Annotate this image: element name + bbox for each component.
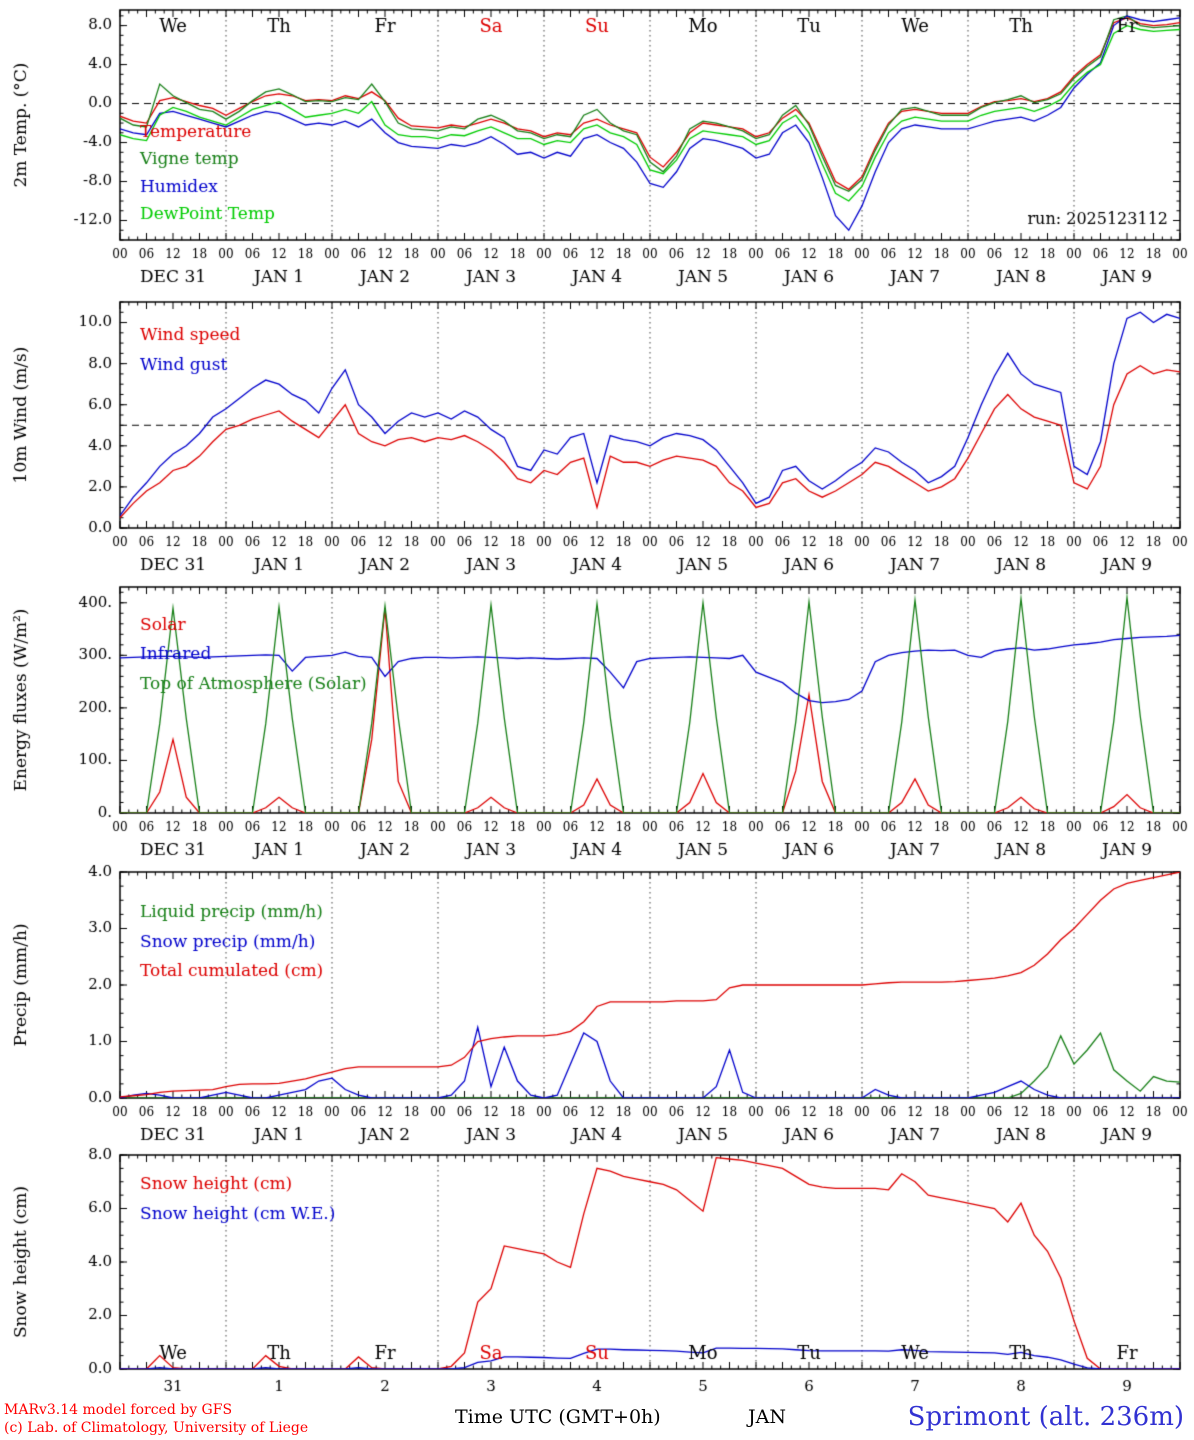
- model-credit: MARv3.14 model forced by GFS (c) Lab. of…: [4, 1401, 308, 1437]
- panel-temperature: [0, 0, 1194, 290]
- wind-chart-canvas: [0, 290, 1194, 575]
- temperature-chart-canvas: [0, 0, 1194, 290]
- energy-fluxes-chart-canvas: [0, 575, 1194, 860]
- panel-energy-fluxes: [0, 575, 1194, 860]
- figure-footer: MARv3.14 model forced by GFS (c) Lab. of…: [0, 1400, 1194, 1440]
- x-axis-month-label: JAN: [748, 1406, 786, 1428]
- precip-chart-canvas: [0, 860, 1194, 1145]
- panel-snow-height: [0, 1145, 1194, 1400]
- panel-precip: [0, 860, 1194, 1145]
- snow-height-chart-canvas: [0, 1145, 1194, 1400]
- x-axis-title: Time UTC (GMT+0h): [455, 1406, 661, 1428]
- station-label: Sprimont (alt. 236m): [907, 1402, 1184, 1432]
- model-credit-line2: (c) Lab. of Climatology, University of L…: [4, 1420, 309, 1437]
- model-credit-line1: MARv3.14 model forced by GFS: [4, 1402, 233, 1418]
- panel-wind: [0, 290, 1194, 575]
